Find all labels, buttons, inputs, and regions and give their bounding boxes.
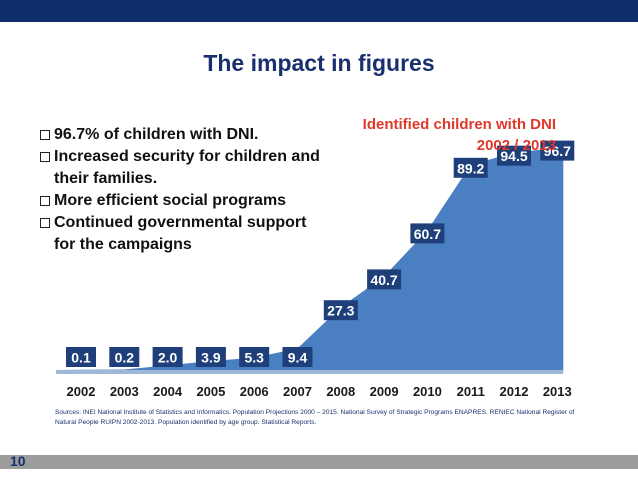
data-label: 40.7 bbox=[367, 269, 402, 290]
data-label: 60.7 bbox=[410, 223, 445, 244]
sources-note: Sources: INEI National Institute of Stat… bbox=[55, 409, 575, 426]
data-label-box bbox=[540, 140, 575, 161]
data-label-box bbox=[323, 300, 358, 321]
x-tick-label: 2011 bbox=[457, 384, 485, 399]
data-label: 0.1 bbox=[66, 347, 96, 367]
data-label-box bbox=[109, 347, 140, 367]
area-series bbox=[56, 147, 564, 370]
x-tick-label: 2007 bbox=[283, 384, 312, 399]
data-label-text: 94.5 bbox=[500, 148, 527, 164]
data-label-box bbox=[410, 223, 445, 244]
bullet-item: Continued governmental support for the c… bbox=[40, 212, 320, 256]
data-label-box bbox=[239, 347, 270, 367]
data-label: 89.2 bbox=[453, 157, 488, 178]
checkbox-bullet-icon bbox=[40, 152, 50, 162]
x-tick-label: 2006 bbox=[240, 384, 269, 399]
data-label: 27.3 bbox=[323, 300, 358, 321]
data-label-text: 2.0 bbox=[158, 350, 178, 366]
chart-title-block: Identified children with DNI 2002 / 2013 bbox=[320, 114, 556, 156]
data-label-text: 0.2 bbox=[115, 350, 135, 366]
bullet-text: Increased security for children and thei… bbox=[54, 148, 320, 187]
data-label-text: 0.1 bbox=[71, 350, 91, 366]
data-label-text: 96.7 bbox=[544, 143, 571, 159]
bullet-text: 96.7% of children with DNI. bbox=[54, 126, 259, 143]
bullet-text: More efficient social programs bbox=[54, 192, 287, 209]
data-label: 9.4 bbox=[282, 347, 313, 367]
x-tick-label: 2010 bbox=[413, 384, 442, 399]
x-tick-label: 2002 bbox=[67, 384, 96, 399]
bullet-list: 96.7% of children with DNI. Increased se… bbox=[40, 124, 320, 256]
checkbox-bullet-icon bbox=[40, 130, 50, 140]
data-label-text: 9.4 bbox=[288, 350, 308, 366]
header-bar bbox=[0, 0, 638, 22]
bullet-item: Increased security for children and thei… bbox=[40, 146, 320, 190]
x-tick-label: 2008 bbox=[326, 384, 355, 399]
data-label: 3.9 bbox=[195, 347, 226, 367]
data-label: 0.2 bbox=[109, 347, 140, 367]
data-label-box bbox=[453, 157, 488, 178]
data-label-box bbox=[195, 347, 226, 367]
page-number: 10 bbox=[10, 453, 26, 469]
data-label-text: 3.9 bbox=[201, 350, 221, 366]
x-tick-label: 2009 bbox=[370, 384, 399, 399]
data-label-text: 60.7 bbox=[414, 226, 441, 242]
chart-subtitle: 2002 / 2013 bbox=[476, 137, 556, 154]
data-label-text: 5.3 bbox=[244, 350, 264, 366]
footer-bar bbox=[0, 455, 638, 469]
data-label-text: 27.3 bbox=[327, 303, 354, 319]
data-label-box bbox=[367, 269, 402, 290]
x-axis-line bbox=[56, 370, 564, 374]
data-label-text: 89.2 bbox=[457, 160, 484, 176]
x-tick-label: 2013 bbox=[543, 384, 572, 399]
checkbox-bullet-icon bbox=[40, 218, 50, 228]
data-label: 2.0 bbox=[152, 347, 183, 367]
data-label-box bbox=[66, 347, 96, 367]
data-label-box bbox=[152, 347, 183, 367]
data-label-box bbox=[282, 347, 313, 367]
data-label: 96.7 bbox=[540, 140, 575, 161]
x-tick-label: 2003 bbox=[110, 384, 139, 399]
checkbox-bullet-icon bbox=[40, 196, 50, 206]
data-label-box bbox=[497, 145, 531, 166]
x-tick-label: 2005 bbox=[196, 384, 225, 399]
bullet-item: 96.7% of children with DNI. bbox=[40, 124, 320, 146]
x-tick-label: 2012 bbox=[500, 384, 529, 399]
bullet-text: Continued governmental support for the c… bbox=[54, 214, 307, 253]
data-label: 94.5 bbox=[497, 145, 531, 166]
slide-title: The impact in figures bbox=[203, 50, 435, 76]
x-tick-label: 2004 bbox=[153, 384, 183, 399]
bullet-item: More efficient social programs bbox=[40, 190, 320, 212]
data-label: 5.3 bbox=[239, 347, 270, 367]
data-label-text: 40.7 bbox=[370, 272, 397, 288]
chart-title: Identified children with DNI bbox=[362, 116, 556, 133]
